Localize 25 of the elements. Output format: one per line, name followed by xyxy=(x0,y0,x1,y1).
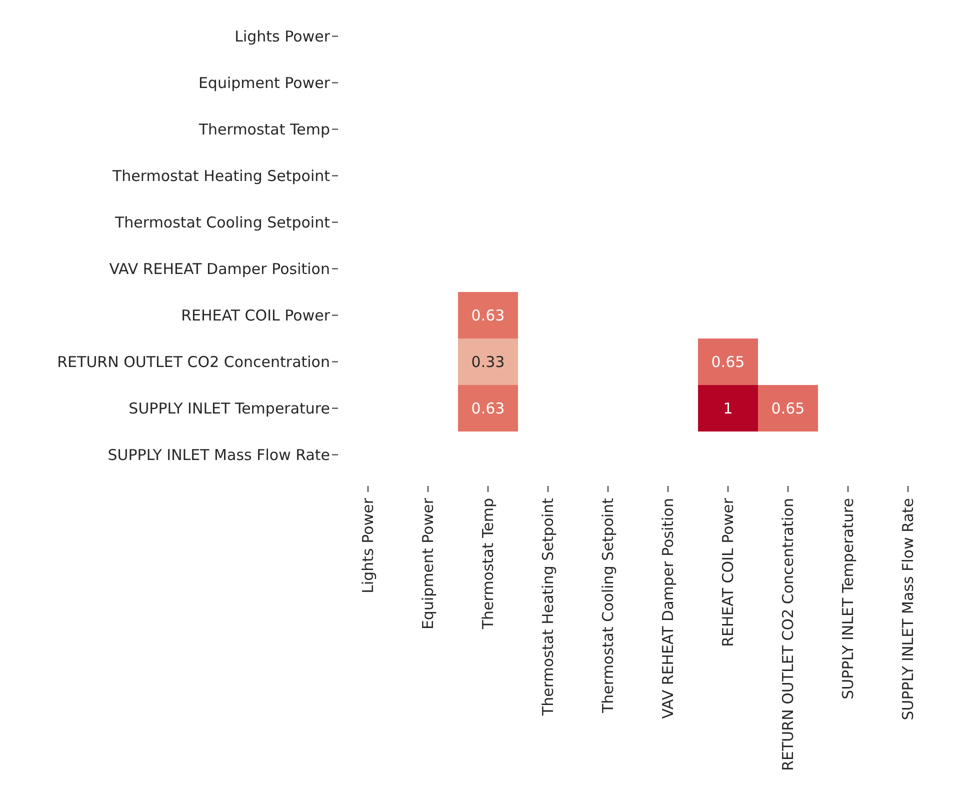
data-label: 1 xyxy=(723,399,733,418)
y-tick-label: SUPPLY INLET Mass Flow Rate xyxy=(108,446,330,464)
y-tick-label: Thermostat Temp xyxy=(198,120,330,139)
data-label: 0.65 xyxy=(711,352,745,371)
x-tick-label: Thermostat Cooling Setpoint xyxy=(599,498,617,714)
y-tick-label: SUPPLY INLET Temperature xyxy=(128,400,330,418)
x-tick-label: SUPPLY INLET Temperature xyxy=(839,498,857,700)
y-tick-label: RETURN OUTLET CO2 Concentration xyxy=(57,353,330,372)
data-label: 0.33 xyxy=(471,352,505,371)
x-tick-label: Thermostat Heating Setpoint xyxy=(539,498,557,717)
y-tick-label: Thermostat Heating Setpoint xyxy=(111,167,330,186)
x-tick-label: SUPPLY INLET Mass Flow Rate xyxy=(899,498,917,720)
data-label: 0.63 xyxy=(471,306,505,324)
x-tick-label: Equipment Power xyxy=(419,497,437,630)
y-tick-label: REHEAT COIL Power xyxy=(181,306,331,325)
y-tick-label: Thermostat Cooling Setpoint xyxy=(114,214,330,232)
x-tick-label: VAV REHEAT Damper Position xyxy=(659,498,677,719)
data-label: 0.65 xyxy=(771,399,805,418)
data-label: 0.63 xyxy=(471,399,505,418)
x-tick-label: REHEAT COIL Power xyxy=(719,497,737,647)
y-tick-label: Lights Power xyxy=(234,28,331,46)
y-tick-label: Equipment Power xyxy=(198,74,331,92)
y-tick-label: VAV REHEAT Damper Position xyxy=(109,260,330,278)
x-tick-label: RETURN OUTLET CO2 Concentration xyxy=(779,498,797,771)
x-tick-label: Thermostat Temp xyxy=(479,498,497,630)
